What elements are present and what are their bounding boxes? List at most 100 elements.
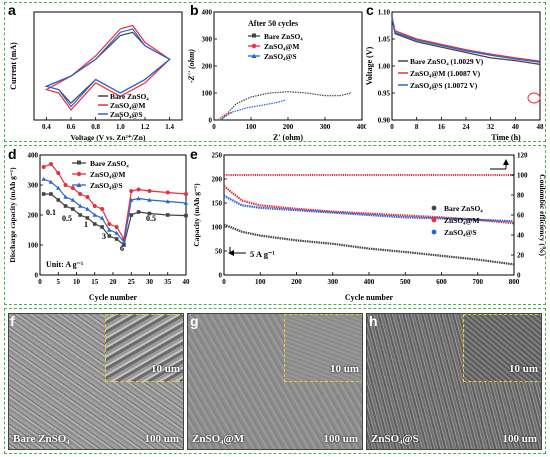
sem-scale-s: 100 um (502, 433, 537, 445)
panel-d-point-2-14 (147, 197, 152, 202)
panel-d-point-2-7 (92, 212, 97, 217)
panel-c-ytick-2: 1.00 (378, 63, 391, 71)
panel-e-series-0 (223, 223, 515, 266)
panel-d-point-0-4 (71, 207, 75, 211)
panel-c-xtick-1: 8 (415, 123, 419, 131)
panel-d-point-0-15 (165, 213, 170, 217)
panel-b-legend-m: ZnSO₄@M (264, 42, 299, 51)
panel-e-right-ytick-5: 100 (517, 172, 528, 180)
panel-e-xtick-3: 300 (328, 278, 339, 286)
panel-d-ytick-3: 300 (28, 182, 39, 190)
sem-scale-bare: 100 um (144, 433, 179, 445)
panel-d-point-2-8 (99, 215, 105, 220)
top-group-frame (4, 2, 546, 142)
panel-d-point-1-3 (63, 183, 68, 187)
panel-d-point-2-5 (77, 203, 83, 208)
panel-a-xlabel: Voltage (V vs. Zn²⁺/Zn) (71, 133, 146, 142)
sem-inset-scale-bare: 10 um (150, 363, 180, 375)
panel-b-ytick-2: 200 (202, 63, 213, 71)
sem-image-bare: 10 um Bare ZnSO₄ 100 um (8, 313, 184, 450)
panel-d-xtick-7: 35 (164, 278, 172, 286)
panel-e-xtick-6: 600 (436, 278, 447, 286)
panel-c-xtick-0: 0 (390, 123, 394, 131)
panel-e-ytick-0: 0 (219, 272, 223, 280)
panel-b-ylabel: -Z'' (ohm) (187, 49, 196, 83)
panel-d-point-1-9 (107, 222, 112, 226)
sem-label-bare: Bare ZnSO₄ (13, 433, 70, 445)
panel-e-legend-bare: Bare ZnSO₄ (444, 204, 483, 213)
panel-a-xtick-1: 0.6 (67, 123, 76, 131)
panel-d-point-0-14 (147, 211, 152, 216)
panel-a-legend-bare: Bare ZnSO₄ (110, 92, 149, 101)
panel-a-xtick-5: 1.4 (165, 123, 174, 131)
panel-d-point-1-7 (92, 204, 97, 208)
panel-c-series-1 (391, 17, 541, 62)
panel-b-ytick-1: 100 (202, 90, 213, 98)
panel-e-xtick-4: 400 (364, 278, 375, 286)
panel-e-right-ytick-6: 120 (517, 152, 528, 160)
panel-d-point-2-0 (41, 176, 46, 181)
panel-a-legend: Bare ZnSO₄ ZnSO₄@M ZnSO₄@S (98, 92, 149, 119)
panel-c-series-0 (391, 17, 541, 66)
panel-a-chart: 0.4 0.6 0.8 1.0 1.2 1.4 Current (mA) Voltage … (9, 11, 183, 142)
panel-e-ytick-1: 50 (215, 248, 223, 256)
panel-c-legend: Bare ZnSO₄ (1.0029 V) ZnSO₄@M (1.0087 V)… (398, 57, 484, 90)
panel-d-xlabel: Cycle number (89, 293, 138, 302)
panel-d-point-0-6 (85, 216, 90, 220)
panel-d-point-0-11 (122, 243, 126, 247)
panel-c-ytick-4: 1.10 (378, 9, 391, 17)
panel-b-chart: 0 100 200 300 400 0 100 200 300 400 After 50 cycl… (187, 9, 366, 143)
panel-d-ytick-0: 0 (35, 272, 39, 280)
middle-group-frame (4, 145, 546, 305)
panel-d-ytick-2: 200 (28, 212, 39, 220)
panel-d-legend-s: ZnSO₄@S (90, 181, 123, 190)
panel-b-xtick-0: 0 (212, 123, 216, 131)
panel-b-ytick-4: 400 (202, 9, 213, 17)
sem-inset-scale-m: 10 um (329, 363, 359, 375)
panel-e-xtick-2: 200 (291, 278, 302, 286)
panel-letter-h: h (369, 313, 378, 329)
panel-d-point-0-8 (100, 225, 104, 229)
panel-e-ylabel2: Coulombic efficiency (%) (538, 174, 546, 256)
panel-a-legend-s: ZnSO₄@S (110, 110, 143, 119)
panel-e-right-ytick-0: 0 (517, 272, 521, 280)
panel-d-point-2-4 (70, 197, 76, 202)
panel-b-xtick-1: 100 (246, 123, 257, 131)
panel-a-series-2 (44, 28, 171, 108)
panel-d-xtick-8: 40 (183, 278, 191, 286)
panel-b-legend: Bare ZnSO₄ ZnSO₄@M ZnSO₄@S (248, 32, 303, 61)
panel-d-point-0-10 (114, 237, 119, 241)
panel-c-chart: 0 8 16 24 32 40 48 0.90 0.95 1.00 1.05 1.10 Bare Zn… (366, 9, 544, 143)
panel-d-point-1-8 (100, 207, 105, 211)
panel-d-point-2-12 (129, 197, 134, 202)
panel-c-xtick-3: 24 (463, 123, 471, 131)
sem-label-s: ZnSO₄@S (371, 433, 419, 445)
panel-e-rate-note: 5 A g⁻¹ (250, 249, 275, 259)
panel-d-ytick-4: 400 (28, 152, 39, 160)
panel-d-point-0-2 (56, 198, 61, 202)
panel-d-point-0-9 (107, 234, 112, 238)
panel-d-legend: Bare ZnSO₄ ZnSO₄@M ZnSO₄@S (72, 159, 129, 190)
panel-e-legend-m: ZnSO₄@M (444, 216, 479, 225)
panel-a-xtick-0: 0.4 (42, 123, 51, 131)
panel-d-point-1-12 (129, 189, 134, 193)
panel-e-right-ytick-4: 80 (517, 192, 525, 200)
panel-d-point-0-16 (184, 213, 188, 218)
panel-c-xtick-4: 32 (487, 123, 495, 131)
panel-d-point-1-6 (85, 195, 90, 199)
panel-c-ytick-3: 1.05 (378, 36, 391, 44)
bottom-group-frame (4, 308, 546, 454)
panel-d-point-2-2 (56, 185, 61, 190)
panel-d-point-0-12 (129, 213, 134, 217)
sem-inset-scale-s: 10 um (508, 363, 538, 375)
panel-d-point-2-9 (107, 227, 112, 232)
panel-d-rate-0.5b: 0.5 (146, 214, 156, 223)
panel-d-point-0-0 (41, 192, 46, 196)
panel-c-ytick-1: 0.95 (378, 90, 391, 98)
panel-a-xtick-2: 0.8 (91, 123, 100, 131)
panel-d-point-0-1 (49, 192, 53, 196)
panel-d-point-1-15 (165, 190, 170, 195)
panel-c-legend-s: ZnSO₄@S (1.0072 V) (410, 81, 478, 90)
panel-d-rate-0.5a: 0.5 (62, 214, 72, 223)
